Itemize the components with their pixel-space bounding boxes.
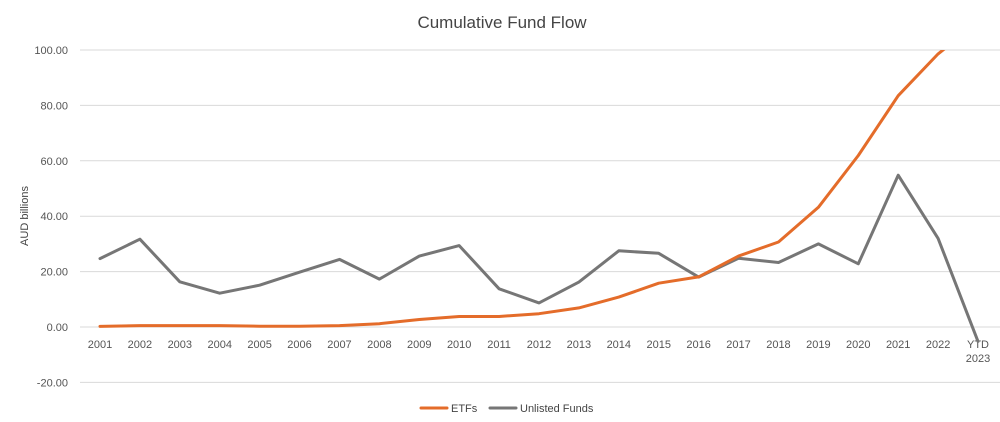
chart-title: Cumulative Fund Flow: [417, 13, 587, 32]
y-tick-label: 0.00: [47, 322, 68, 334]
x-tick-label: 2017: [726, 339, 750, 351]
x-tick-label: 2005: [247, 339, 271, 351]
y-axis-label: AUD billions: [19, 186, 31, 246]
y-tick-label: 100.00: [34, 45, 68, 57]
y-axis-ticks: 100.00 80.00 60.00 40.00 20.00 0.00 -20.00: [34, 45, 68, 389]
y-tick-label: 60.00: [40, 156, 68, 168]
x-tick-label: YTD 2023: [966, 339, 990, 365]
x-tick-label: 2002: [128, 339, 152, 351]
y-tick-label: 80.00: [40, 100, 68, 112]
series-line-etfs: [98, 50, 946, 328]
x-tick-label: 2007: [327, 339, 351, 351]
x-tick-label: 2003: [168, 339, 192, 351]
x-tick-label: 2022: [926, 339, 950, 351]
y-tick-label: -20.00: [37, 377, 68, 389]
x-tick-label: 2018: [766, 339, 790, 351]
legend: ETFs Unlisted Funds: [419, 403, 594, 415]
x-tick-label: 2014: [607, 339, 631, 351]
x-tick-label: 2010: [447, 339, 471, 351]
x-tick-label: 2001: [88, 339, 112, 351]
x-tick-label: 2021: [886, 339, 910, 351]
x-tick-label: 2015: [646, 339, 670, 351]
series-line-unlisted-funds: [98, 173, 980, 343]
y-tick-label: 20.00: [40, 267, 68, 279]
x-tick-label: 2008: [367, 339, 391, 351]
x-axis-ticks: 2001 2002 2003 2004 2005 2006 2007 2008 2009 2010…: [88, 339, 990, 365]
x-tick-label: 2009: [407, 339, 431, 351]
x-tick-label: 2011: [487, 339, 511, 351]
x-tick-label: 2013: [567, 339, 591, 351]
x-tick-label: 2006: [287, 339, 311, 351]
x-tick-label: 2020: [846, 339, 870, 351]
x-tick-label: 2016: [686, 339, 710, 351]
x-tick-label: 2012: [527, 339, 551, 351]
y-tick-label: 40.00: [40, 211, 68, 223]
legend-label-etfs: ETFs: [451, 403, 478, 415]
x-tick-label: 2004: [207, 339, 231, 351]
gridlines: [80, 49, 1000, 383]
x-tick-label: 2019: [806, 339, 830, 351]
series-lines: [98, 50, 980, 343]
legend-label-unlisted-funds: Unlisted Funds: [520, 403, 594, 415]
